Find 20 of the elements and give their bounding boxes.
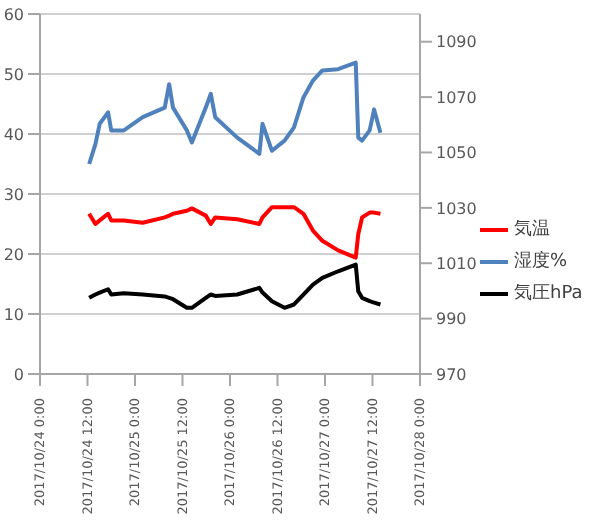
y-tick-label: 30 bbox=[3, 185, 24, 204]
legend-label: 気温 bbox=[514, 217, 550, 244]
y2-tick-label: 1070 bbox=[436, 88, 477, 107]
y2-tick-label: 1090 bbox=[436, 33, 477, 52]
y-tick-label: 40 bbox=[3, 125, 24, 144]
y-tick-label: 0 bbox=[13, 365, 24, 384]
line-series bbox=[87, 205, 383, 260]
y2-tick-label: 990 bbox=[436, 310, 467, 329]
y2-tick-label: 1030 bbox=[436, 199, 477, 218]
legend-label: 気圧hPa bbox=[514, 282, 583, 308]
line-series bbox=[87, 60, 383, 166]
legend-label: 湿度% bbox=[514, 249, 568, 276]
y2-tick-label: 1010 bbox=[436, 254, 477, 273]
y-tick-label: 50 bbox=[3, 65, 24, 84]
y2-tick-label: 1050 bbox=[436, 144, 477, 163]
line-series bbox=[87, 262, 383, 310]
y-tick-label: 20 bbox=[3, 245, 24, 264]
y2-tick-label: 970 bbox=[436, 365, 467, 384]
y-tick-label: 60 bbox=[3, 5, 24, 24]
y-tick-label: 10 bbox=[3, 305, 24, 324]
